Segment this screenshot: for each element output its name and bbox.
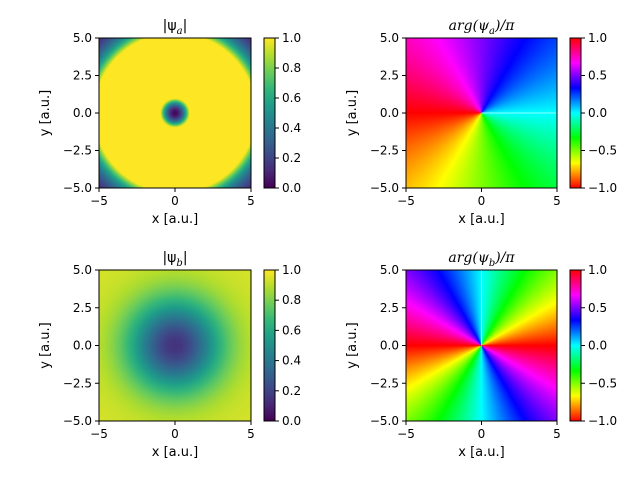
colorbar-tick-label: 0.5 bbox=[588, 301, 607, 315]
subplot-1: −5 0 5 5.0 2.5 0.0 −2.5 −5.0 x [a.u.] y [a.u.] |ψa… bbox=[38, 18, 301, 227]
x-tick-label: 0 bbox=[478, 194, 486, 208]
y-tick-label: −5.0 bbox=[63, 414, 92, 428]
colorbar-tick-label: 1.0 bbox=[282, 263, 301, 277]
x-axis-label: x [a.u.] bbox=[152, 212, 198, 227]
colorbar-tick-label: 0.0 bbox=[588, 106, 607, 120]
y-tick-label: −2.5 bbox=[370, 376, 399, 390]
subplot-2: −5 0 5 5.0 2.5 0.0 −2.5 −5.0 x [a.u.] y [a.u.] arg… bbox=[345, 18, 617, 227]
heatmap-image bbox=[99, 270, 251, 421]
y-tick-label: 5.0 bbox=[380, 263, 399, 277]
colorbar-tick-label: 1.0 bbox=[282, 31, 301, 45]
subplot-title: |ψa| bbox=[163, 18, 188, 37]
subplot-title: arg(ψb)/π bbox=[448, 250, 515, 269]
y-tick-label: 5.0 bbox=[380, 31, 399, 45]
colorbar-tick-label: 1.0 bbox=[588, 263, 607, 277]
x-axis-label: x [a.u.] bbox=[152, 445, 198, 460]
heatmap-image bbox=[99, 38, 251, 188]
y-tick-label: 0.0 bbox=[380, 339, 399, 353]
x-tick-label: 5 bbox=[247, 194, 255, 208]
colorbar-gradient bbox=[264, 270, 275, 421]
y-tick-label: −5.0 bbox=[370, 414, 399, 428]
colorbar-tick-label: 0.4 bbox=[282, 354, 301, 368]
y-tick-label: −2.5 bbox=[63, 376, 92, 390]
colorbar-frame bbox=[263, 37, 276, 189]
y-axis-label: y [a.u.] bbox=[345, 90, 360, 136]
x-tick-label: −5 bbox=[90, 427, 108, 441]
colorbar-tick-label: 0.6 bbox=[282, 323, 301, 337]
x-tick-label: −5 bbox=[397, 194, 415, 208]
x-axis-label: x [a.u.] bbox=[458, 445, 504, 460]
y-tick-label: 0.0 bbox=[73, 106, 92, 120]
colorbar-tick-label: −0.5 bbox=[588, 144, 617, 158]
y-tick-label: −5.0 bbox=[63, 181, 92, 195]
colorbar-tick-label: −1.0 bbox=[588, 414, 617, 428]
y-tick-label: 0.0 bbox=[73, 339, 92, 353]
subplot-title: |ψb| bbox=[162, 250, 187, 269]
subplot-4: −5 0 5 5.0 2.5 0.0 −2.5 −5.0 x [a.u.] y [a.u.] arg… bbox=[345, 250, 617, 460]
subplot-title: arg(ψa)/π bbox=[449, 18, 516, 37]
y-tick-label: 5.0 bbox=[73, 31, 92, 45]
y-tick-label: −2.5 bbox=[63, 144, 92, 158]
x-tick-label: 0 bbox=[171, 427, 179, 441]
y-axis-label: y [a.u.] bbox=[38, 322, 53, 368]
colorbar-tick-label: 0.4 bbox=[282, 121, 301, 135]
colorbar-tick-label: 0.8 bbox=[282, 293, 301, 307]
y-tick-label: 0.0 bbox=[380, 106, 399, 120]
x-tick-label: −5 bbox=[397, 427, 415, 441]
y-tick-label: −2.5 bbox=[370, 144, 399, 158]
colorbar-tick-label: 0.5 bbox=[588, 69, 607, 83]
colorbar-tick-label: 0.0 bbox=[282, 181, 301, 195]
colorbar-tick-label: 1.0 bbox=[588, 31, 607, 45]
colorbar-tick-label: −1.0 bbox=[588, 181, 617, 195]
y-tick-label: 2.5 bbox=[73, 301, 92, 315]
colorbar-tick-label: 0.2 bbox=[282, 384, 301, 398]
colorbar-tick-label: 0.8 bbox=[282, 61, 301, 75]
x-tick-label: 5 bbox=[553, 194, 561, 208]
y-tick-label: 5.0 bbox=[73, 263, 92, 277]
colorbar-tick-label: 0.2 bbox=[282, 151, 301, 165]
y-tick-label: 2.5 bbox=[380, 301, 399, 315]
colorbar-tick-label: 0.6 bbox=[282, 91, 301, 105]
y-tick-label: 2.5 bbox=[73, 69, 92, 83]
y-tick-label: −5.0 bbox=[370, 181, 399, 195]
colorbar-gradient bbox=[264, 38, 275, 188]
x-tick-label: 0 bbox=[478, 427, 486, 441]
colorbar-tick-label: 0.0 bbox=[282, 414, 301, 428]
colorbar-gradient bbox=[570, 38, 581, 188]
x-tick-label: −5 bbox=[90, 194, 108, 208]
x-tick-label: 5 bbox=[247, 427, 255, 441]
x-tick-label: 5 bbox=[553, 427, 561, 441]
y-axis-label: y [a.u.] bbox=[345, 322, 360, 368]
y-tick-label: 2.5 bbox=[380, 69, 399, 83]
colorbar-tick-label: 0.0 bbox=[588, 339, 607, 353]
colorbar-gradient bbox=[570, 270, 581, 421]
subplot-3: −5 0 5 5.0 2.5 0.0 −2.5 −5.0 x [a.u.] y [a.u.] |ψb… bbox=[38, 250, 301, 460]
x-axis-label: x [a.u.] bbox=[458, 212, 504, 227]
colorbar-frame bbox=[263, 269, 276, 422]
y-axis-label: y [a.u.] bbox=[38, 90, 53, 136]
colorbar-tick-label: −0.5 bbox=[588, 376, 617, 390]
x-tick-label: 0 bbox=[171, 194, 179, 208]
